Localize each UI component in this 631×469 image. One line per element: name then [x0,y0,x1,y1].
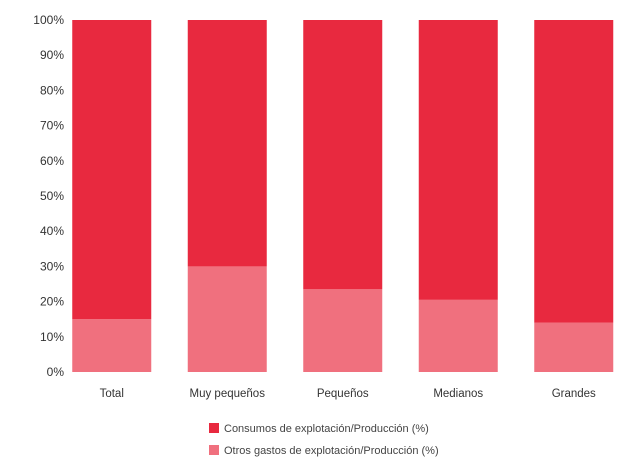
y-tick-label: 10% [40,330,64,344]
y-tick-label: 60% [40,154,64,168]
bar-segment-otros-gastos [418,299,498,372]
bars [72,20,614,372]
x-axis: Total Muy pequeños Pequeños Medianos Grandes [100,388,596,400]
y-tick-label: 20% [40,295,64,309]
x-category-label: Grandes [552,388,596,400]
x-category-label: Medianos [433,388,483,400]
legend-label: Otros gastos de explotación/Producción (… [224,445,439,457]
bar-segment-consumos [534,20,614,323]
y-tick-label: 90% [40,48,64,62]
legend-swatch [209,445,219,455]
x-category-label: Total [100,388,124,400]
y-tick-label: 30% [40,259,64,273]
bar-segment-otros-gastos [303,289,383,372]
bar-segment-otros-gastos [72,319,152,372]
x-category-label: Pequeños [317,388,369,400]
bar-segment-consumos [303,20,383,290]
legend: Consumos de explotación/Producción (%) Ot… [209,423,439,457]
y-tick-label: 40% [40,224,64,238]
y-tick-label: 100% [33,13,64,27]
legend-swatch [209,423,219,433]
bar-segment-otros-gastos [534,322,614,372]
y-tick-label: 80% [40,83,64,97]
y-tick-label: 70% [40,119,64,133]
y-tick-label: 0% [47,365,65,379]
legend-label: Consumos de explotación/Producción (%) [224,423,429,435]
bar-segment-consumos [72,20,152,320]
bar-segment-consumos [187,20,267,267]
bar-segment-consumos [418,20,498,300]
y-tick-label: 50% [40,189,64,203]
x-category-label: Muy pequeños [190,388,266,400]
y-axis: 0% 10% 20% 30% 40% 50% 60% 70% 80% 90% 100% [33,13,64,379]
bar-segment-otros-gastos [187,266,267,372]
